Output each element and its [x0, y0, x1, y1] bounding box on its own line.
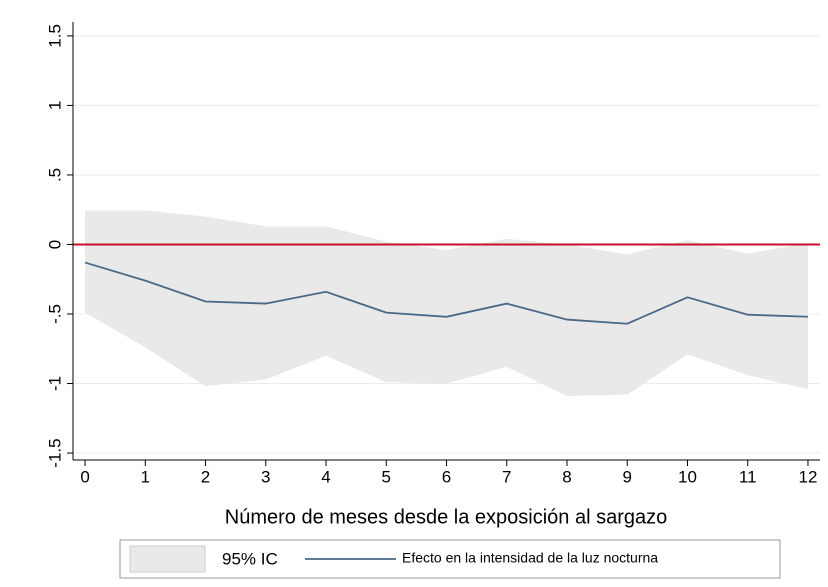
x-tick-label: 9	[622, 467, 631, 486]
y-tick-label: -.5	[45, 304, 64, 324]
x-tick-label: 7	[502, 467, 511, 486]
ci-band	[85, 210, 808, 397]
y-tick-label: -1.5	[45, 438, 64, 467]
y-tick-label: 0	[45, 240, 64, 249]
x-tick-label: 0	[80, 467, 89, 486]
x-tick-label: 10	[678, 467, 697, 486]
x-tick-label: 1	[141, 467, 150, 486]
legend-label: 95% IC	[222, 549, 278, 568]
x-tick-label: 2	[201, 467, 210, 486]
legend-swatch	[129, 545, 206, 573]
x-tick-label: 3	[261, 467, 270, 486]
x-axis-title: Número de meses desde la exposición al s…	[225, 506, 667, 528]
y-tick-label: .5	[45, 168, 64, 182]
x-tick-label: 8	[562, 467, 571, 486]
legend-box	[119, 539, 781, 579]
x-tick-label: 4	[321, 467, 330, 486]
y-tick-label: -1	[45, 376, 64, 391]
x-tick-label: 12	[798, 467, 817, 486]
x-tick-label: 5	[382, 467, 391, 486]
x-tick-label: 11	[739, 467, 757, 486]
effect-line	[84, 261, 808, 325]
y-tick-label: 1.5	[45, 24, 64, 48]
y-tick-label: 1	[45, 101, 64, 110]
legend-label: Efecto en la intensidad de la luz noctur…	[402, 550, 658, 566]
x-tick-label: 6	[442, 467, 451, 486]
